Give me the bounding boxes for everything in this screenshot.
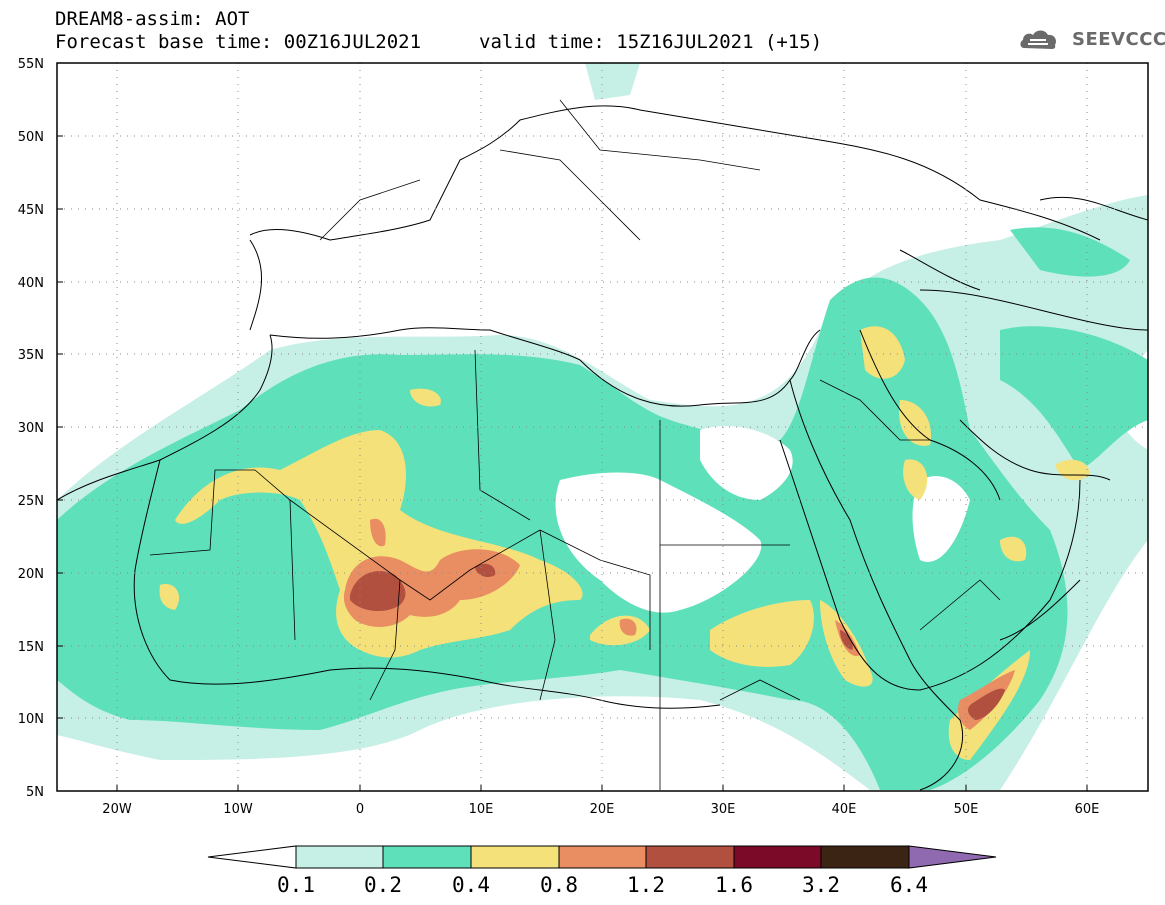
lon-label: 30E bbox=[711, 802, 736, 817]
colorbar-swatch bbox=[470, 845, 560, 869]
colorbar-swatch bbox=[558, 845, 647, 869]
colorbar-swatch bbox=[733, 845, 822, 869]
aot-field bbox=[57, 63, 1148, 790]
colorbar-swatch bbox=[820, 845, 910, 869]
colorbar-label: 0.1 bbox=[277, 873, 315, 897]
colorbar-under-arrow bbox=[207, 845, 297, 869]
cloud-icon bbox=[1020, 30, 1057, 49]
axis-ticks bbox=[57, 62, 1088, 791]
colorbar-label: 0.8 bbox=[540, 873, 578, 897]
colorbar-over-arrow bbox=[908, 845, 997, 869]
lat-label: 10N bbox=[18, 712, 44, 727]
lon-label: 10W bbox=[223, 802, 253, 817]
lon-label: 0 bbox=[356, 802, 364, 817]
graticule bbox=[57, 63, 1148, 791]
lat-label: 40N bbox=[18, 276, 44, 291]
lat-label: 30N bbox=[18, 421, 44, 436]
colorbar-swatch bbox=[382, 845, 472, 869]
lon-label: 60E bbox=[1075, 802, 1100, 817]
latitude-labels: 55N 50N 45N 40N 35N 30N 25N 20N 15N 10N … bbox=[18, 57, 44, 800]
forecast-base-time: Forecast base time: 00Z16JUL2021 bbox=[55, 31, 422, 53]
lon-label: 10E bbox=[469, 802, 494, 817]
lat-label: 35N bbox=[18, 348, 44, 363]
colorbar-swatch bbox=[645, 845, 735, 869]
colorbar-label: 0.4 bbox=[452, 873, 490, 897]
lat-label: 55N bbox=[18, 57, 44, 72]
lat-label: 45N bbox=[18, 203, 44, 218]
coastlines bbox=[57, 105, 1148, 791]
lon-label: 50E bbox=[954, 802, 979, 817]
lon-label: 20W bbox=[102, 802, 132, 817]
colorbar-label: 3.2 bbox=[802, 873, 840, 897]
lat-label: 25N bbox=[18, 494, 44, 509]
seevccc-logo: SEEVCCC bbox=[1072, 29, 1165, 50]
longitude-labels: 20W 10W 0 10E 20E 30E 40E 50E 60E bbox=[102, 802, 1099, 817]
colorbar bbox=[207, 845, 997, 869]
lat-label: 50N bbox=[18, 130, 44, 145]
lat-label: 15N bbox=[18, 640, 44, 655]
lon-label: 40E bbox=[832, 802, 857, 817]
colorbar-swatch bbox=[295, 845, 384, 869]
colorbar-label: 6.4 bbox=[890, 873, 928, 897]
colorbar-label: 0.2 bbox=[364, 873, 402, 897]
valid-time: valid time: 15Z16JUL2021 (+15) bbox=[479, 31, 823, 53]
colorbar-label: 1.6 bbox=[715, 873, 753, 897]
lat-label: 20N bbox=[18, 567, 44, 582]
colorbar-label: 1.2 bbox=[627, 873, 665, 897]
lon-label: 20E bbox=[590, 802, 615, 817]
lat-label: 5N bbox=[26, 785, 44, 800]
country-borders bbox=[149, 99, 1001, 790]
map-title: DREAM8-assim: AOT bbox=[55, 8, 250, 30]
colorbar-labels: 0.1 0.2 0.4 0.8 1.2 1.6 3.2 6.4 bbox=[277, 873, 928, 897]
